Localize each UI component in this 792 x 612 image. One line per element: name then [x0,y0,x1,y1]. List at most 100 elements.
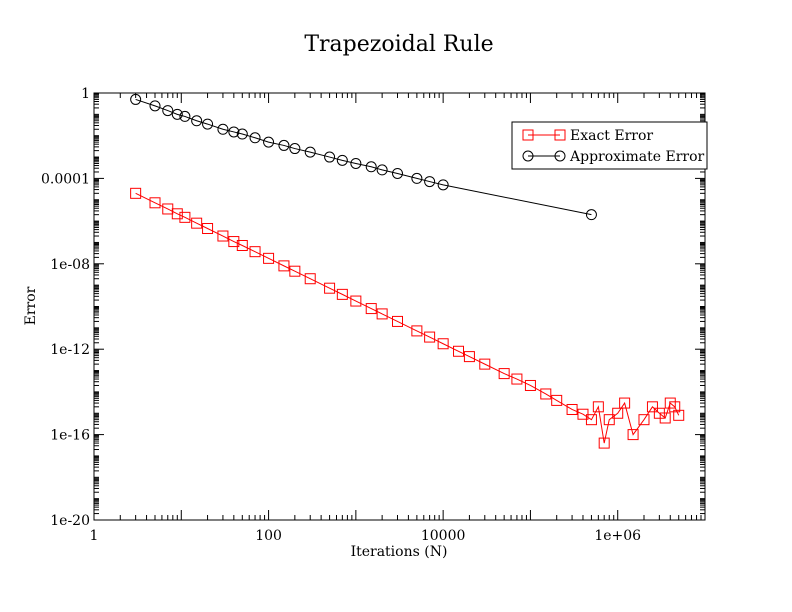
series-layer [130,93,685,449]
data-point [411,325,423,337]
legend-label-exact-error: Exact Error [570,128,653,144]
data-point [585,414,597,426]
data-point [191,217,203,229]
data-point [289,143,301,155]
data-point [612,407,624,419]
legend-marker-approximate-error [522,150,534,162]
plot-area: 1 100 10000 1e+06 1e-20 1e-16 1e-12 1e-08 0.0001… [41,86,706,544]
data-point [171,108,183,120]
series-approximate-error [130,93,597,221]
legend-marker-approximate-error-end [554,150,566,162]
data-point [324,282,336,294]
data-point [336,288,348,300]
data-point [673,409,685,421]
chart-title: Trapezoidal Rule [304,32,493,57]
data-point [646,401,658,413]
x-tick-label: 1 [90,528,99,544]
data-point [336,154,348,166]
data-point [424,331,436,343]
data-point [304,146,316,158]
data-point [236,239,248,251]
data-point [453,345,465,357]
data-point [437,179,449,191]
data-point [263,136,275,148]
y-tick-label: 1e-20 [50,513,90,529]
data-point [149,100,161,112]
y-tick-label: 0.0001 [41,171,90,187]
legend-marker-exact-error-end [554,129,566,141]
data-point [179,211,191,223]
data-point [479,358,491,370]
data-point [278,260,290,272]
data-point [289,265,301,277]
data-point [638,414,650,426]
data-point [350,157,362,169]
series-line-exact-error [135,192,680,444]
data-point [392,315,404,327]
series-exact-error [130,187,685,449]
data-point [249,132,261,144]
data-point [627,429,639,441]
y-axis-label: Error [23,286,39,325]
y-tick-label: 1e-12 [50,342,90,358]
data-point [171,208,183,220]
data-point [162,105,174,117]
data-point [411,172,423,184]
legend-item-exact-error: Exact Error [522,128,653,144]
legend-label-approximate-error: Approximate Error [569,149,705,165]
data-point [191,115,203,127]
data-point [376,308,388,320]
data-point [149,197,161,209]
x-axis-label: Iterations (N) [351,544,448,560]
data-point [524,379,536,391]
x-tick-label: 100 [255,528,282,544]
data-point [304,273,316,285]
data-point [228,126,240,138]
data-point [463,351,475,363]
data-point [585,209,597,221]
series-line-approximate-error [135,98,592,216]
data-point [619,397,631,409]
data-point [278,139,290,151]
data-point [365,161,377,173]
data-point [365,303,377,315]
data-point [228,236,240,248]
data-point [659,412,671,424]
data-point [376,164,388,176]
data-point [598,437,610,449]
legend: Exact Error Approximate Error [511,121,708,170]
data-point [540,388,552,400]
legend-item-approximate-error: Approximate Error [522,149,705,165]
data-point [664,397,676,409]
data-point [498,368,510,380]
data-point [263,252,275,264]
legend-box [511,121,708,170]
data-point [217,230,229,242]
data-point [511,373,523,385]
data-point [324,151,336,163]
data-point [202,223,214,235]
data-point [592,401,604,413]
data-point [202,118,214,130]
data-point [424,176,436,188]
data-point [392,167,404,179]
y-tick-label: 1 [81,86,90,102]
data-point [669,401,681,413]
data-point [130,187,142,199]
data-point [551,394,563,406]
x-tick-label: 1e+06 [594,528,641,544]
data-point [350,295,362,307]
data-point [603,414,615,426]
data-point [130,93,142,105]
data-point [249,246,261,258]
data-point [179,110,191,122]
data-point [566,403,578,415]
data-point [236,128,248,140]
x-tick-label: 10000 [421,528,466,544]
data-point [437,338,449,350]
y-tick-label: 1e-08 [50,257,90,273]
legend-marker-exact-error [522,129,534,141]
axis-ticks: 1 100 10000 1e+06 1e-20 1e-16 1e-12 1e-08 0.0001… [41,86,705,544]
data-point [217,123,229,135]
